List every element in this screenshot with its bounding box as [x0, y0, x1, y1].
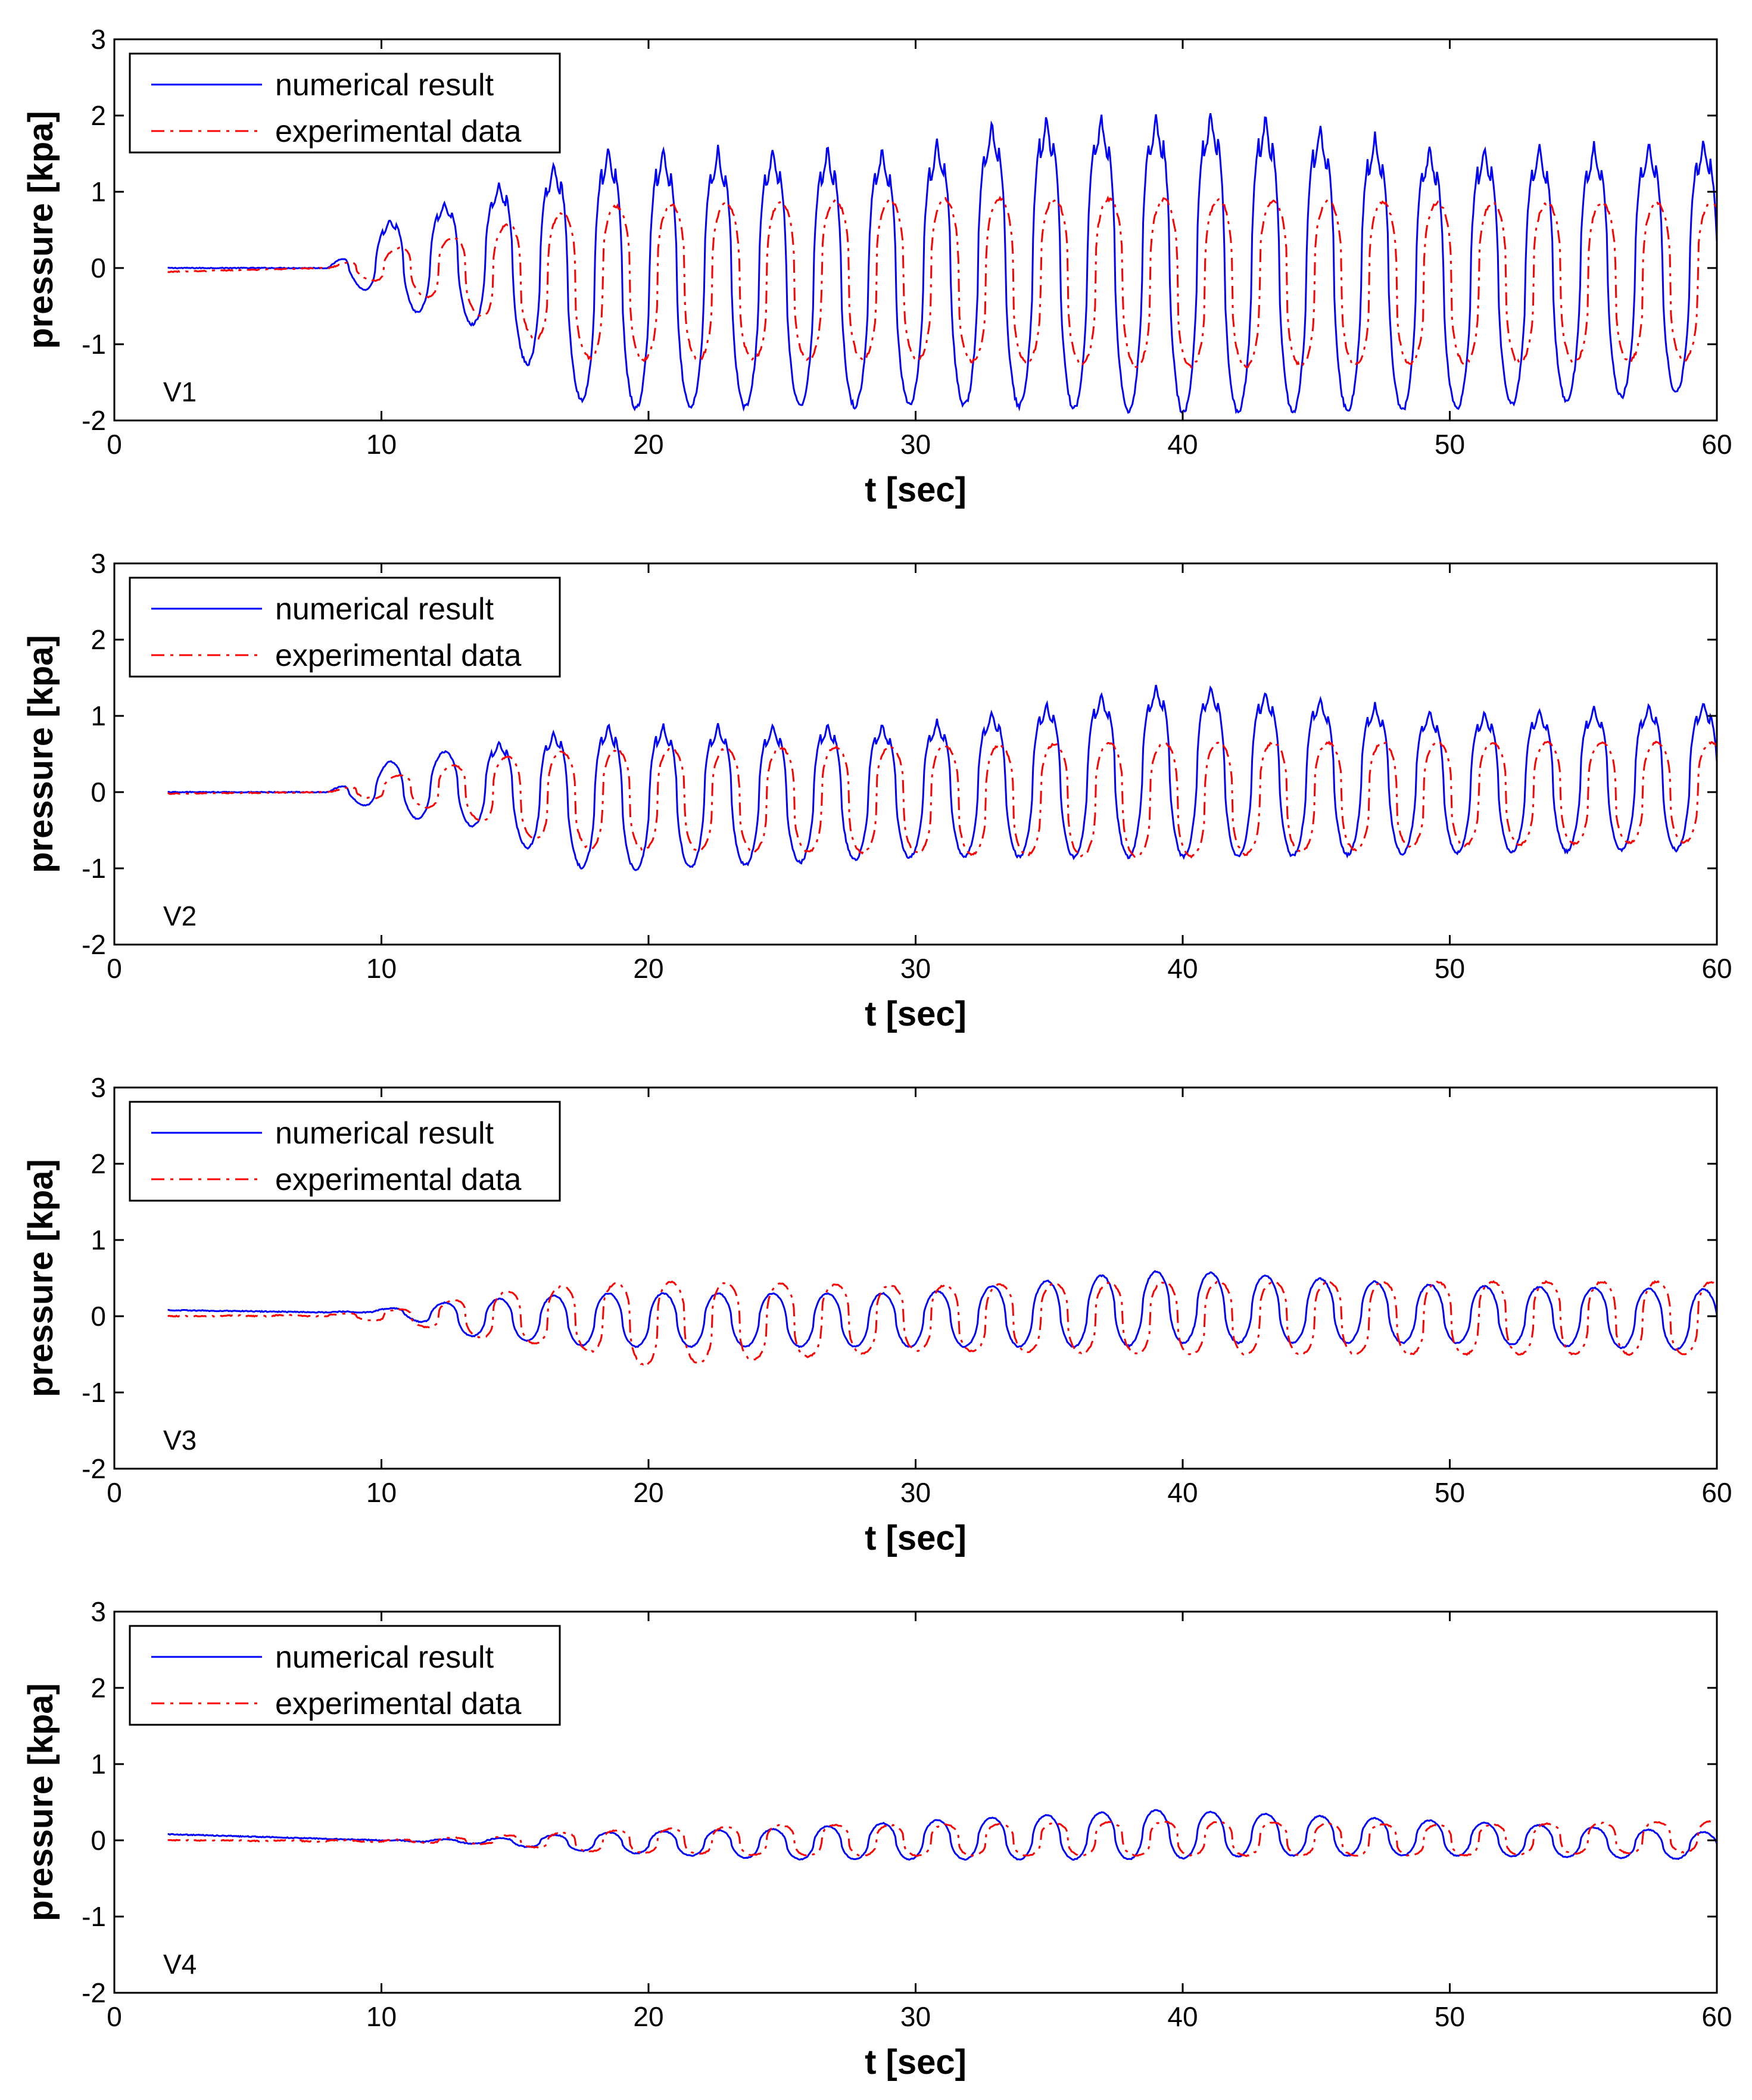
- series-line-numerical: [167, 1809, 1717, 1861]
- x-tick-label: 20: [633, 1477, 663, 1508]
- legend-label: experimental data: [275, 114, 521, 149]
- x-axis-title: t [sec]: [865, 1519, 967, 1557]
- y-tick-label: -1: [82, 329, 106, 360]
- y-axis-title: pressure [kpa]: [21, 1159, 60, 1397]
- chart-panel-v3: 0 10 20 30 40 50 60 -2 -1 0 1 2 3 t [sec] pressure [kp…: [21, 1072, 1732, 1557]
- x-tick-label: 0: [107, 2001, 122, 2032]
- x-tick-label: 30: [900, 429, 931, 460]
- x-tick-label: 50: [1435, 1477, 1465, 1508]
- x-tick-label: 40: [1167, 429, 1198, 460]
- x-tick-label: 40: [1167, 953, 1198, 984]
- legend-label: experimental data: [275, 638, 521, 673]
- panel-label: V1: [163, 376, 197, 407]
- series-line-experimental: [167, 740, 1717, 859]
- legend-label: numerical result: [275, 1640, 494, 1675]
- x-tick-label: 20: [633, 2001, 663, 2032]
- y-tick-label: 2: [91, 1148, 106, 1179]
- x-tick-label: 50: [1435, 953, 1465, 984]
- panel-label: V2: [163, 901, 197, 931]
- y-tick-label: 2: [91, 100, 106, 131]
- y-axis-title: pressure [kpa]: [21, 111, 60, 349]
- y-tick-label: -2: [82, 1977, 106, 2008]
- legend-label: experimental data: [275, 1687, 521, 1721]
- y-tick-label: -1: [82, 853, 106, 884]
- x-tick-label: 10: [366, 1477, 397, 1508]
- x-tick-label: 0: [107, 1477, 122, 1508]
- series-line-experimental: [167, 1279, 1717, 1367]
- y-tick-label: 1: [91, 700, 106, 731]
- legend-box: [129, 1625, 561, 1726]
- legend-box: [129, 52, 561, 154]
- y-tick-label: 2: [91, 624, 106, 655]
- x-tick-label: 50: [1435, 429, 1465, 460]
- series-line-numerical: [167, 113, 1717, 415]
- x-tick-label: 60: [1701, 2001, 1732, 2032]
- legend-box: [129, 1101, 561, 1202]
- y-tick-label: 3: [91, 1596, 106, 1627]
- y-tick-label: 3: [91, 1072, 106, 1103]
- y-tick-label: -2: [82, 929, 106, 960]
- x-tick-label: 40: [1167, 2001, 1198, 2032]
- series-line-numerical: [167, 1270, 1717, 1351]
- y-tick-label: 0: [91, 1301, 106, 1332]
- x-tick-label: 60: [1701, 429, 1732, 460]
- x-tick-label: 0: [107, 429, 122, 460]
- legend-label: experimental data: [275, 1163, 521, 1197]
- y-tick-label: 3: [91, 548, 106, 579]
- y-tick-label: 1: [91, 1225, 106, 1255]
- legend-label: numerical result: [275, 592, 494, 627]
- panel-label: V3: [163, 1425, 197, 1456]
- y-tick-label: 2: [91, 1672, 106, 1703]
- x-tick-label: 30: [900, 953, 931, 984]
- x-tick-label: 60: [1701, 953, 1732, 984]
- chart-panel-v2: 0 10 20 30 40 50 60 -2 -1 0 1 2 3 t [sec] pressure [kp…: [21, 548, 1732, 1033]
- y-tick-label: 1: [91, 176, 106, 207]
- x-tick-label: 20: [633, 953, 663, 984]
- x-tick-label: 60: [1701, 1477, 1732, 1508]
- chart-panel-v4: 0 10 20 30 40 50 60 -2 -1 0 1 2 3 t [sec] pressure [kp…: [21, 1596, 1732, 2082]
- legend-label: numerical result: [275, 1116, 494, 1151]
- x-tick-label: 0: [107, 953, 122, 984]
- y-tick-label: 1: [91, 1749, 106, 1780]
- x-tick-label: 50: [1435, 2001, 1465, 2032]
- legend-label: numerical result: [275, 68, 494, 102]
- x-axis-title: t [sec]: [865, 995, 967, 1033]
- series-line-numerical: [167, 684, 1717, 871]
- x-axis-title: t [sec]: [865, 2043, 967, 2082]
- y-tick-label: 0: [91, 253, 106, 283]
- legend-box: [129, 577, 561, 678]
- panel-label: V4: [163, 1949, 197, 1980]
- y-tick-label: -1: [82, 1377, 106, 1408]
- y-tick-label: 0: [91, 1825, 106, 1856]
- y-axis-title: pressure [kpa]: [21, 1683, 60, 1921]
- y-axis-title: pressure [kpa]: [21, 635, 60, 873]
- y-tick-label: -2: [82, 405, 106, 436]
- y-tick-label: 3: [91, 24, 106, 55]
- x-axis-title: t [sec]: [865, 471, 967, 509]
- x-tick-label: 30: [900, 1477, 931, 1508]
- x-tick-label: 40: [1167, 1477, 1198, 1508]
- x-tick-label: 10: [366, 429, 397, 460]
- y-tick-label: -1: [82, 1901, 106, 1932]
- y-tick-label: 0: [91, 777, 106, 808]
- x-tick-label: 30: [900, 2001, 931, 2032]
- chart-panel-v1: 0 10 20 30 40 50 60 -2 -1 0 1 2 3 t [sec] pressure [kp…: [21, 24, 1732, 509]
- y-tick-label: -2: [82, 1453, 106, 1484]
- series-line-experimental: [167, 195, 1717, 369]
- x-tick-label: 10: [366, 2001, 397, 2032]
- x-tick-label: 20: [633, 429, 663, 460]
- x-tick-label: 10: [366, 953, 397, 984]
